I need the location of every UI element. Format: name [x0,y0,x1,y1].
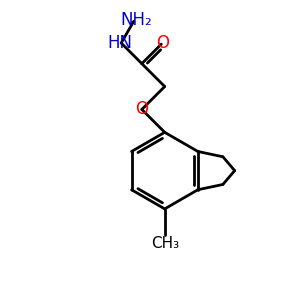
Text: O: O [135,100,148,118]
Text: NH₂: NH₂ [121,11,152,29]
Text: CH₃: CH₃ [151,236,179,251]
Text: O: O [156,34,169,52]
Text: HN: HN [107,34,132,52]
